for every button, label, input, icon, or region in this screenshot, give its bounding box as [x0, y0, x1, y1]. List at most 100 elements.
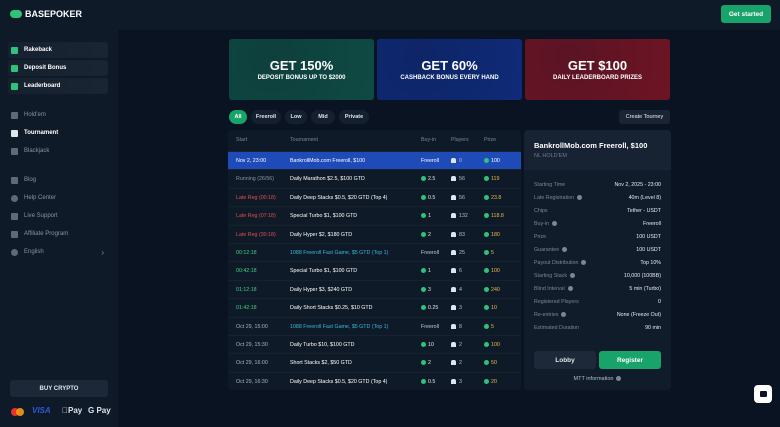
sidebar-item-rakeback[interactable]: Rakeback — [8, 42, 108, 58]
logo[interactable]: BASEPOKER — [10, 9, 82, 19]
start-cell: Nov 2, 23:00 — [236, 158, 267, 164]
sidebar-item-leaderboard[interactable]: Leaderboard — [8, 78, 108, 94]
prize-cell: 118.8 — [484, 213, 504, 219]
help-icon[interactable] — [562, 247, 568, 253]
sidebar-item-tournament[interactable]: Tournament — [8, 125, 108, 141]
help-icon[interactable] — [569, 273, 575, 279]
table-row[interactable]: Running (26/56) Daily Marathon $2.5, $100… — [228, 169, 521, 188]
buyin-cell: 0.5 — [421, 195, 435, 201]
prize-cell: 100 — [484, 268, 500, 274]
logo-icon — [10, 10, 22, 18]
filter-freeroll[interactable]: Freeroll — [251, 110, 281, 124]
sidebar-item-english[interactable]: English › — [8, 244, 108, 260]
coin-icon — [421, 360, 426, 366]
affiliate-program-icon — [11, 230, 18, 238]
table-row[interactable]: Late Reg (00:18) Daily Deep Stacks $0.5, … — [228, 187, 521, 207]
help-icon[interactable] — [561, 312, 567, 318]
lobby-button[interactable]: Lobby — [534, 351, 596, 369]
user-icon — [451, 213, 456, 219]
chat-icon — [759, 391, 767, 397]
promo-banner[interactable]: GET $100 DAILY LEADERBOARD PRIZES — [525, 39, 670, 100]
coin-icon — [484, 360, 489, 366]
details-title: BankrollMob.com Freeroll, $100 — [534, 141, 648, 150]
tournament-name: Short Stacks $2, $50 GTD — [290, 360, 352, 367]
prize-cell: 119 — [484, 176, 499, 182]
table-row[interactable]: Oct 29, 16:30 Daily Deep Stacks $0.5, $20… — [228, 371, 521, 390]
leaderboard-icon — [11, 82, 18, 90]
user-icon — [451, 305, 456, 311]
sidebar-item-blog[interactable]: Blog — [8, 172, 108, 188]
table-row[interactable]: 00:42:18 Special Turbo $1, $100 GTD 1 6 100 — [228, 261, 521, 280]
help-icon[interactable] — [577, 195, 583, 201]
table-row[interactable]: Late Reg (07:18) Special Turbo $1, $100 G… — [228, 206, 521, 225]
filter-mid[interactable]: Mid — [311, 110, 335, 124]
coin-icon — [421, 378, 426, 384]
table-row[interactable]: Oct 29, 15:00 1088 Freeroll Fast Game, $5… — [228, 316, 521, 336]
detail-label: Re-entries — [534, 312, 567, 318]
table-row[interactable]: 01:12:18 Daily Hyper $3, $240 GTD 3 4 240 — [228, 279, 521, 299]
user-icon — [451, 250, 456, 256]
detail-value: 100 USDT — [636, 234, 661, 240]
help-icon[interactable] — [567, 286, 573, 292]
col-tournament[interactable]: Tournament — [290, 136, 318, 143]
create-tourney-button[interactable]: Create Tourney — [619, 110, 670, 124]
sidebar-item-affiliate-program[interactable]: Affiliate Program — [8, 226, 108, 242]
buy-crypto-button[interactable]: BUY CRYPTO — [10, 380, 108, 397]
filter-private[interactable]: Private — [339, 110, 369, 124]
hold-em-icon — [11, 111, 18, 119]
start-cell: Oct 29, 15:00 — [236, 323, 268, 330]
coin-icon — [484, 250, 489, 256]
mtt-information-link[interactable]: MTT information — [524, 376, 671, 382]
google-pay-icon: G Pay — [88, 406, 111, 415]
coin-icon — [484, 213, 489, 219]
start-cell: Oct 29, 16:30 — [236, 378, 268, 385]
table-row[interactable]: Oct 29, 15:30 Daily Turbo $10, $100 GTD 10… — [228, 335, 521, 354]
promo-banner[interactable]: GET 150% DEPOSIT BONUS UP TO $2000 — [229, 39, 374, 100]
detail-row: Starting Time Nov 2, 2025 - 23:00 — [534, 182, 661, 188]
players-cell: 83 — [451, 232, 465, 238]
detail-label: Payout Distribution — [534, 260, 587, 266]
sidebar-item-blackjack[interactable]: Blackjack — [8, 143, 108, 159]
sidebar-item-help-center[interactable]: Help Center — [8, 190, 108, 206]
sidebar-item-live-support[interactable]: Live Support — [8, 208, 108, 224]
buyin-cell: 0.5 — [421, 379, 435, 385]
col-buyin[interactable]: Buy-in — [421, 136, 437, 143]
detail-label: Prize — [534, 234, 547, 240]
table-row[interactable]: Late Reg (30:18) Daily Hyper $2, $180 GTD… — [228, 224, 521, 244]
register-button[interactable]: Register — [599, 351, 661, 369]
detail-row: Blind Interval 5 min (Turbo) — [534, 286, 661, 292]
promo-banner[interactable]: GET 60% CASHBACK BONUS EVERY HAND — [377, 39, 522, 100]
prize-cell: 10 — [484, 305, 497, 311]
sidebar-item-deposit-bonus[interactable]: Deposit Bonus — [8, 60, 108, 76]
help-icon[interactable] — [581, 260, 587, 266]
user-icon — [451, 378, 456, 384]
col-prize[interactable]: Prize — [484, 136, 497, 143]
tournament-table: Start Tournament Buy-in Players Prize No… — [228, 130, 521, 390]
filter-low[interactable]: Low — [285, 110, 307, 124]
chevron-right-icon: › — [101, 247, 104, 257]
col-start[interactable]: Start — [236, 136, 248, 143]
detail-row: Starting Stack 10,000 (100BB) — [534, 273, 661, 279]
table-row[interactable]: Oct 29, 16:00 Short Stacks $2, $50 GTD 2 2 5… — [228, 353, 521, 372]
table-row[interactable]: 00:12:18 1088 Freeroll Fast Game, $5 GTD … — [228, 243, 521, 262]
col-players[interactable]: Players — [451, 136, 469, 143]
get-started-button[interactable]: Get started — [721, 5, 771, 23]
buyin-cell: Freeroll — [421, 323, 439, 330]
coin-icon — [421, 176, 426, 182]
help-icon[interactable] — [552, 221, 558, 227]
table-row[interactable]: Nov 2, 23:00 BankrollMob.com Freeroll, $1… — [228, 151, 521, 170]
blog-icon — [11, 176, 18, 184]
detail-label: Estimated Duration — [534, 325, 580, 331]
tournament-details: BankrollMob.com Freeroll, $100 NL HOLD'E… — [524, 130, 671, 390]
detail-label: Chips — [534, 208, 548, 214]
table-header: Start Tournament Buy-in Players Prize — [228, 130, 521, 149]
filter-all[interactable]: All — [229, 110, 247, 124]
detail-label: Late Registration — [534, 195, 583, 201]
chat-button[interactable] — [754, 385, 772, 403]
sidebar-item-hold-em[interactable]: Hold'em — [8, 107, 108, 123]
detail-value: 40m (Level 8) — [628, 195, 661, 201]
prize-cell: 5 — [484, 324, 494, 330]
tournament-name: Daily Deep Stacks $0.5, $20 GTD (Top 4) — [290, 378, 388, 385]
table-row[interactable]: 01:42:18 Daily Short Stacks $0.25, $10 GT… — [228, 298, 521, 317]
players-cell: 0 — [451, 158, 462, 164]
